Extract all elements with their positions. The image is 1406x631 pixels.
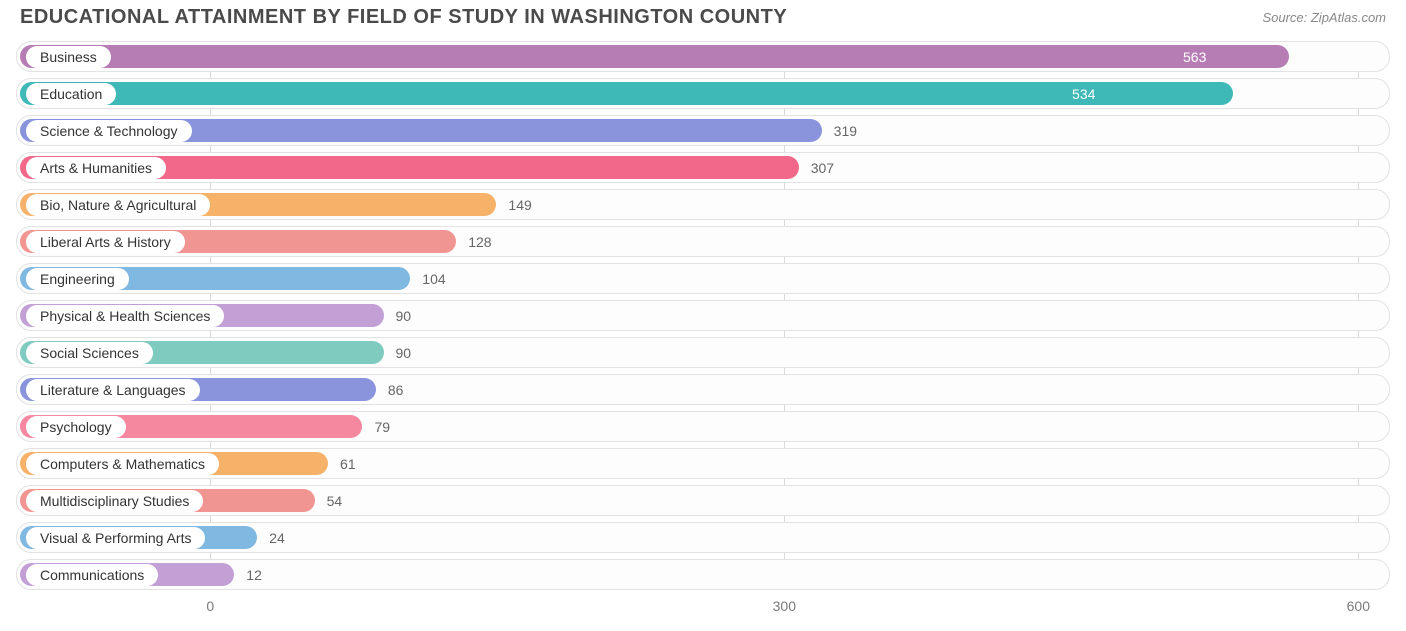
bar-track: Science & Technology 319 [20, 119, 1386, 142]
bar-row: Engineering 104 [16, 263, 1390, 294]
x-axis-tick-label: 300 [773, 598, 796, 614]
bar-row: Visual & Performing Arts 24 [16, 522, 1390, 553]
bar-track: Liberal Arts & History 128 [20, 230, 1386, 253]
bar-track: Education 534 [20, 82, 1386, 105]
bar-row: Communications 12 [16, 559, 1390, 590]
bar-category-label: Physical & Health Sciences [26, 305, 224, 327]
bar-category-label: Engineering [26, 268, 129, 290]
bar-value-label: 12 [246, 566, 262, 584]
bar-category-label: Multidisciplinary Studies [26, 490, 203, 512]
bar-row: Computers & Mathematics 61 [16, 448, 1390, 479]
bar-row: Arts & Humanities 307 [16, 152, 1390, 183]
bar-category-label: Literature & Languages [26, 379, 200, 401]
bar-track: Multidisciplinary Studies 54 [20, 489, 1386, 512]
bar-row: Science & Technology 319 [16, 115, 1390, 146]
bar-value-label: 54 [327, 492, 343, 510]
bar-row: Business 563 [16, 41, 1390, 72]
bar-row: Liberal Arts & History 128 [16, 226, 1390, 257]
x-axis-tick-label: 600 [1347, 598, 1370, 614]
bar-value-label: 534 [1072, 85, 1223, 103]
bar-value-label: 24 [269, 529, 285, 547]
bar-category-label: Arts & Humanities [26, 157, 166, 179]
bar-category-label: Education [26, 83, 116, 105]
bar-row: Physical & Health Sciences 90 [16, 300, 1390, 331]
bar-value-label: 307 [811, 159, 834, 177]
bar-row: Multidisciplinary Studies 54 [16, 485, 1390, 516]
bar-value-label: 149 [508, 196, 531, 214]
bar-value-label: 563 [1183, 48, 1279, 66]
bar-category-label: Communications [26, 564, 158, 586]
bar-fill [20, 82, 1233, 105]
bar-track: Social Sciences 90 [20, 341, 1386, 364]
bar-track: Literature & Languages 86 [20, 378, 1386, 401]
chart-area: Business 563 Education 534 Science & Technol… [0, 33, 1406, 620]
bar-track: Arts & Humanities 307 [20, 156, 1386, 179]
bar-row: Bio, Nature & Agricultural 149 [16, 189, 1390, 220]
bar-value-label: 104 [422, 270, 445, 288]
bar-fill [20, 45, 1289, 68]
bar-category-label: Computers & Mathematics [26, 453, 219, 475]
chart-header: EDUCATIONAL ATTAINMENT BY FIELD OF STUDY… [0, 0, 1406, 33]
bar-category-label: Social Sciences [26, 342, 153, 364]
bar-category-label: Bio, Nature & Agricultural [26, 194, 210, 216]
bar-category-label: Science & Technology [26, 120, 192, 142]
bar-value-label: 86 [388, 381, 404, 399]
bar-value-label: 90 [396, 344, 412, 362]
bar-track: Bio, Nature & Agricultural 149 [20, 193, 1386, 216]
bar-value-label: 319 [834, 122, 857, 140]
bar-category-label: Visual & Performing Arts [26, 527, 205, 549]
bar-track: Engineering 104 [20, 267, 1386, 290]
bar-value-label: 90 [396, 307, 412, 325]
bar-category-label: Business [26, 46, 111, 68]
bar-row: Education 534 [16, 78, 1390, 109]
bar-row: Psychology 79 [16, 411, 1390, 442]
x-axis-tick-label: 0 [206, 598, 214, 614]
bar-value-label: 79 [374, 418, 390, 436]
bar-row: Social Sciences 90 [16, 337, 1390, 368]
x-axis: 0 300 600 [16, 596, 1390, 620]
bar-track: Communications 12 [20, 563, 1386, 586]
bar-track: Visual & Performing Arts 24 [20, 526, 1386, 549]
bar-row: Literature & Languages 86 [16, 374, 1390, 405]
bar-track: Computers & Mathematics 61 [20, 452, 1386, 475]
chart-title: EDUCATIONAL ATTAINMENT BY FIELD OF STUDY… [20, 6, 787, 29]
bars-container: Business 563 Education 534 Science & Technol… [16, 41, 1390, 590]
bar-track: Physical & Health Sciences 90 [20, 304, 1386, 327]
bar-value-label: 61 [340, 455, 356, 473]
bar-category-label: Psychology [26, 416, 126, 438]
bar-value-label: 128 [468, 233, 491, 251]
bar-track: Psychology 79 [20, 415, 1386, 438]
bar-track: Business 563 [20, 45, 1386, 68]
bar-category-label: Liberal Arts & History [26, 231, 185, 253]
chart-source: Source: ZipAtlas.com [1262, 6, 1386, 25]
